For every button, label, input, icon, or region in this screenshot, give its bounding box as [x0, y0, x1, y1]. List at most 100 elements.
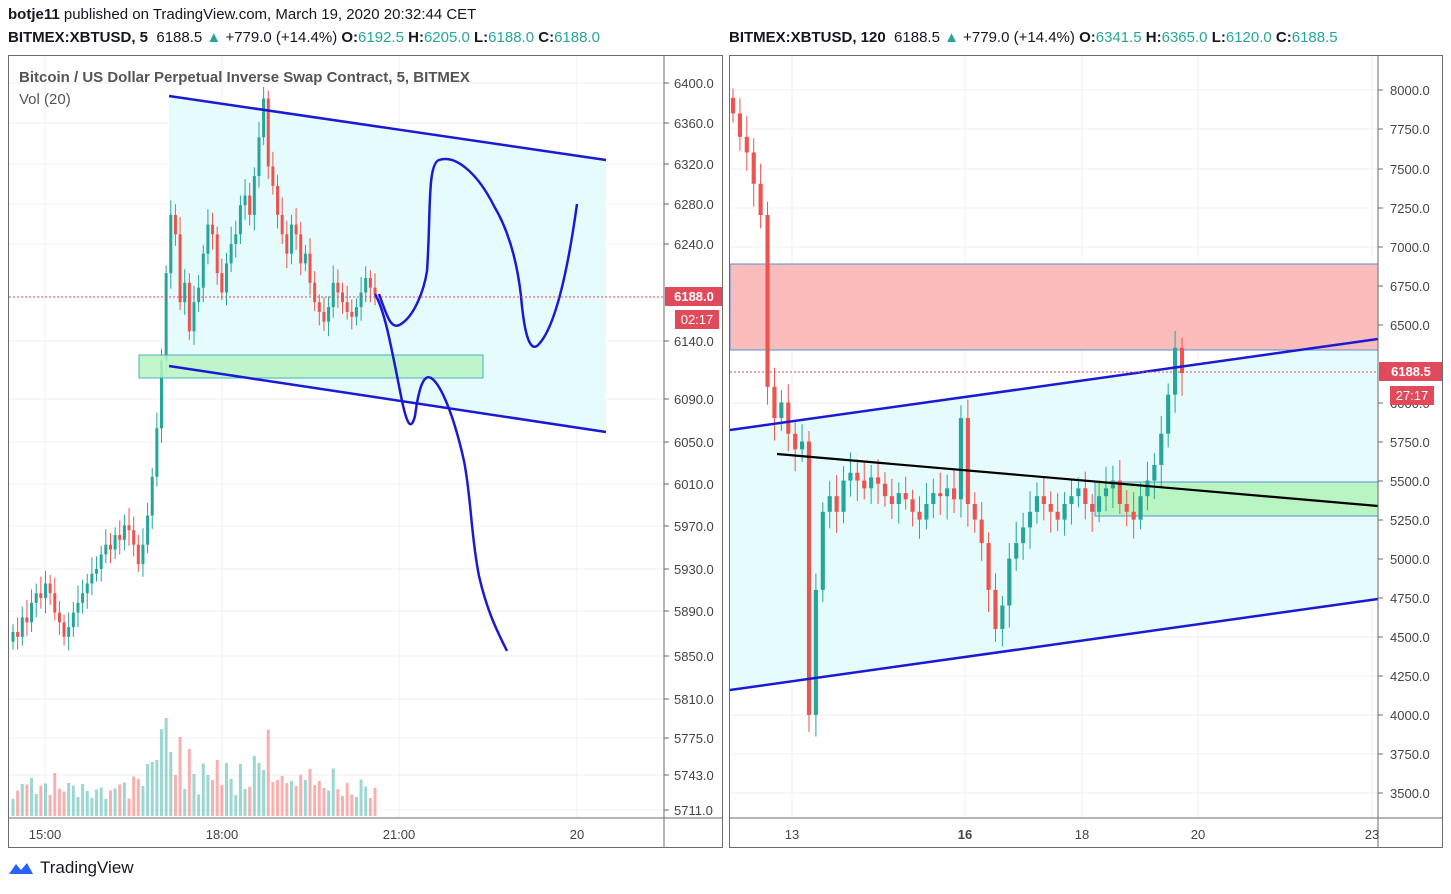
- candle-body: [285, 234, 289, 254]
- candle-body: [90, 573, 94, 584]
- candle-body: [132, 530, 136, 545]
- x-tick-label: 21:00: [383, 827, 416, 842]
- candle-body: [917, 511, 922, 520]
- candle-body: [234, 234, 238, 244]
- candle-body: [869, 477, 874, 489]
- right-price-axis[interactable]: 8000.0 7750.0 7500.0 7250.0 7000.0 6750.0 6500…: [1378, 83, 1430, 801]
- publisher-name[interactable]: botje11: [8, 6, 60, 23]
- up-arrow-icon: ▲: [944, 29, 959, 46]
- volume-bar: [234, 795, 238, 816]
- volume-bar: [220, 785, 224, 816]
- volume-bar: [331, 768, 335, 816]
- candle-body: [813, 589, 818, 715]
- candle-body: [266, 98, 270, 167]
- candle-body: [972, 503, 977, 520]
- y-tick-label: 6400.0: [674, 76, 714, 91]
- candle-body: [979, 519, 984, 544]
- high-label: H:: [1145, 29, 1162, 46]
- left-lower-trendline[interactable]: [168, 364, 607, 434]
- candle-body: [1069, 496, 1074, 504]
- candle-body: [765, 214, 770, 387]
- footer-brand[interactable]: TradingView: [8, 858, 134, 878]
- candle-body: [150, 476, 154, 516]
- y-tick-label: 5850.0: [674, 649, 714, 664]
- candle-body: [1138, 496, 1143, 520]
- candle-body: [1124, 503, 1129, 512]
- left-time-axis[interactable]: 15:00 18:00 21:00 20: [29, 827, 585, 842]
- candle-body: [350, 311, 354, 317]
- candle-body: [169, 214, 173, 274]
- left-price: 6188.5: [156, 29, 203, 46]
- volume-bar: [183, 789, 187, 816]
- volume-bar: [81, 784, 85, 816]
- candle-body: [1021, 527, 1026, 544]
- left-bull-scenario-path[interactable]: [377, 157, 579, 349]
- left-high: 6205.0: [423, 29, 470, 46]
- candle-body: [1110, 480, 1115, 489]
- candle-body: [1090, 503, 1095, 512]
- right-black-trendline[interactable]: [776, 452, 1379, 508]
- candle-body: [294, 224, 298, 235]
- left-chart[interactable]: 6400.0 6360.0 6320.0 6280.0 6240.0 6140.0 6090…: [9, 56, 723, 848]
- low-label: L:: [474, 29, 489, 46]
- y-tick-label: 5711.0: [674, 803, 713, 818]
- candle-body: [57, 612, 61, 623]
- y-tick-label: 6320.0: [674, 157, 714, 172]
- candle-body: [146, 515, 150, 545]
- candle-body: [16, 632, 20, 637]
- right-upper-trendline[interactable]: [730, 337, 1379, 432]
- left-grid: [9, 56, 664, 818]
- candle-body: [889, 496, 894, 504]
- volume-bar: [178, 737, 182, 816]
- y-tick-label: 7000.0: [1390, 240, 1430, 255]
- volume-bar: [354, 797, 358, 816]
- volume-bar: [39, 785, 43, 816]
- left-chart-panel[interactable]: 6400.0 6360.0 6320.0 6280.0 6240.0 6140.0 6090…: [8, 55, 723, 848]
- y-tick-label: 7250.0: [1390, 201, 1430, 216]
- candle-body: [252, 176, 256, 215]
- right-lower-trendline[interactable]: [730, 597, 1379, 692]
- right-time-axis[interactable]: 13 16 18 20 23: [785, 827, 1379, 842]
- candle-body: [903, 493, 908, 500]
- right-chart[interactable]: 8000.0 7750.0 7500.0 7250.0 7000.0 6750.0 6500…: [730, 56, 1443, 848]
- candle-body: [1083, 488, 1088, 504]
- candle-body: [276, 185, 280, 215]
- left-bear-scenario-path[interactable]: [373, 293, 509, 652]
- right-resistance-zone[interactable]: [730, 263, 1379, 351]
- candle-body: [248, 195, 252, 215]
- right-symbol: BITMEX:XBTUSD, 120: [729, 29, 886, 46]
- volume-bar: [11, 799, 15, 816]
- volume-bar: [53, 773, 57, 816]
- candle-body: [20, 617, 24, 637]
- candle-body: [800, 441, 805, 450]
- left-upper-trendline[interactable]: [168, 94, 607, 162]
- candle-body: [1173, 347, 1178, 395]
- candle-body: [197, 287, 201, 303]
- volume-bar: [364, 786, 368, 816]
- candle-body: [160, 360, 164, 429]
- left-volume-bars: [11, 718, 377, 816]
- right-low: 6120.0: [1225, 29, 1272, 46]
- right-chart-panel[interactable]: 8000.0 7750.0 7500.0 7250.0 7000.0 6750.0 6500…: [729, 55, 1443, 848]
- candle-body: [806, 441, 812, 715]
- y-tick-label: 6750.0: [1390, 279, 1430, 294]
- candle-body: [1034, 496, 1040, 512]
- candle-body: [986, 543, 991, 590]
- candle-body: [331, 282, 335, 308]
- candle-body: [243, 195, 247, 206]
- candle-body: [220, 273, 224, 293]
- volume-bar: [67, 783, 71, 816]
- left-price-axis[interactable]: 6400.0 6360.0 6320.0 6280.0 6240.0 6140.0 6090…: [664, 76, 714, 818]
- candle-body: [215, 234, 219, 274]
- volume-bar: [224, 763, 228, 816]
- right-support-zone[interactable]: [1094, 481, 1379, 517]
- volume-bar: [187, 749, 191, 816]
- candle-body: [848, 472, 853, 481]
- volume-bar: [229, 779, 233, 816]
- left-support-zone[interactable]: [138, 354, 484, 379]
- volume-bar: [95, 789, 99, 816]
- candle-body: [1179, 347, 1185, 374]
- x-tick-label: 23: [1365, 827, 1379, 842]
- candle-body: [62, 622, 66, 637]
- candle-body: [1007, 558, 1012, 606]
